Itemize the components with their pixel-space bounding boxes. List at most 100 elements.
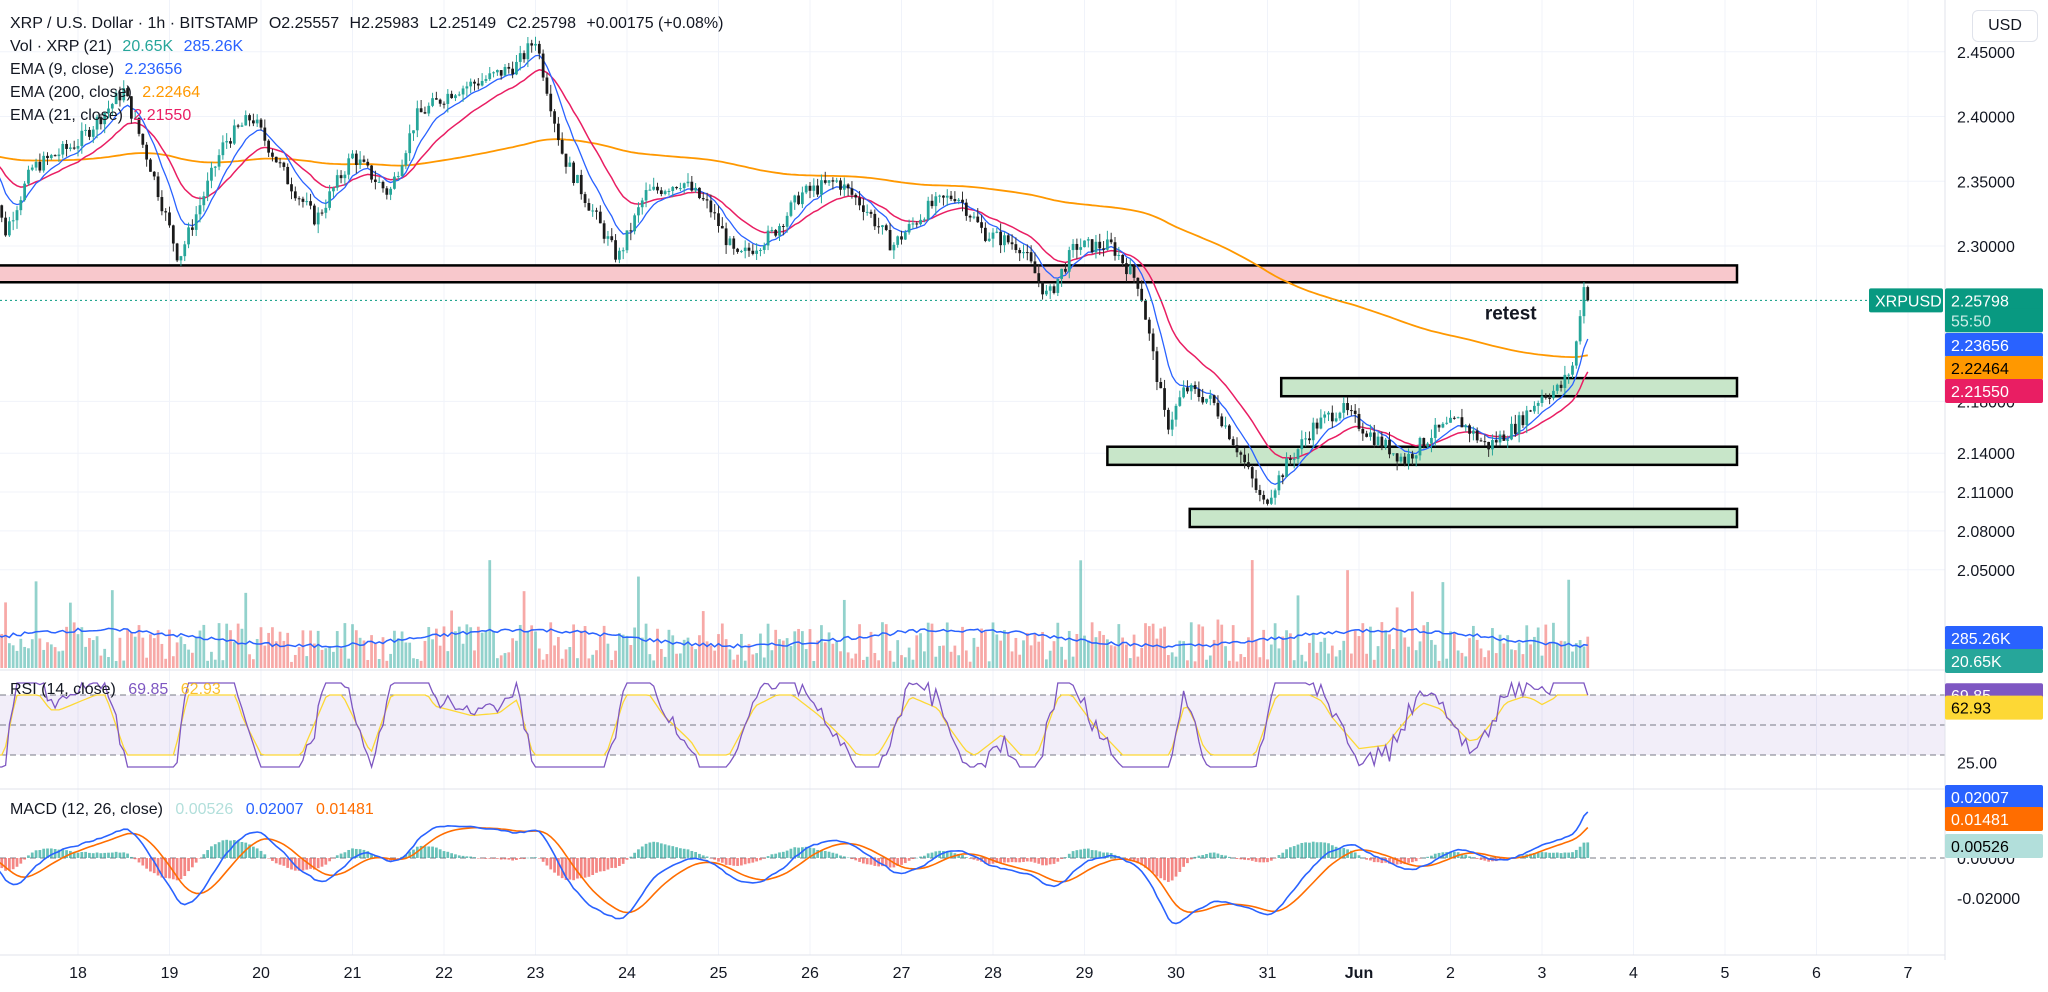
volume-bar [1319,641,1323,668]
candle-body [1407,453,1410,464]
macd-histogram-bar [930,852,934,858]
currency-button[interactable]: USD [1972,10,2038,42]
volume-bar [267,632,270,668]
candle-body [57,154,61,157]
volume-bar [297,647,301,668]
macd-legend[interactable]: MACD (12, 26, close) 0.00526 0.02007 0.0… [10,801,382,819]
price-zones[interactable] [0,264,1739,529]
rsi-ma-line [0,694,1588,756]
rsi-pane[interactable] [0,680,1945,770]
volume-bar [232,642,236,668]
candlesticks[interactable] [0,36,1590,506]
macd-histogram-bar [1411,858,1414,863]
macd-histogram-bar [1067,853,1071,858]
macd-histogram-bar [526,857,530,859]
candle-body [984,227,987,241]
volume-bar [1544,624,1548,668]
volume-bar [896,640,900,668]
candle-body [1487,441,1490,450]
candle-body [126,88,129,97]
volume-bar [1574,643,1578,668]
macd-histogram-bar [499,858,503,860]
ema21-legend[interactable]: EMA (21, close) 2.21550 [10,104,729,127]
macd-histogram-bar [76,852,80,858]
volume-bar [804,649,808,668]
candle-body [88,129,91,137]
macd-histogram-bar [915,857,919,859]
candle-body [1025,252,1029,254]
macd-histogram-bar [438,849,442,858]
candle-body [374,179,377,183]
candle-body [1151,333,1155,352]
macd-histogram-bar [797,847,800,858]
volume-bar [313,643,316,668]
volume-bar [442,626,446,668]
candle-body [995,231,999,233]
candle-body [1224,425,1227,427]
volume-bar [385,660,389,668]
volume-bar [1121,637,1124,668]
candle-body [648,189,652,191]
candle-body [465,86,469,89]
candle-body [484,79,488,81]
price-tick-label: 2.08000 [1957,524,2015,541]
rsi-legend[interactable]: RSI (14, close) 69.85 62.93 [10,681,229,699]
macd-histogram-bar [648,842,652,858]
volume-value: 20.65K [122,38,174,55]
volume-bar [1239,654,1243,668]
candle-body [316,212,320,225]
ema9-legend[interactable]: EMA (9, close) 2.23656 [10,58,729,81]
macd-histogram-bar [267,858,270,859]
candle-body [789,202,793,216]
macd-histogram-bar [240,842,244,858]
volume-bar [374,643,377,668]
macd-pane[interactable] [0,811,1945,925]
volume-bar [1491,628,1494,668]
candle-body [534,43,537,46]
time-tick-label: 25 [710,965,728,982]
symbol-title[interactable]: XRP / U.S. Dollar · 1h · BITSTAMP [10,15,259,32]
volume-bars [0,560,1590,668]
volume-bar [1506,635,1510,668]
macd-histogram-bar [1502,858,1506,860]
candle-body [522,53,526,60]
candle-body [198,205,202,215]
high-value: H2.25983 [349,15,419,32]
ema200-legend[interactable]: EMA (200, close) 2.22464 [10,81,729,104]
macd-histogram-bar [1018,858,1022,863]
candle-body [99,117,103,125]
symbol-header[interactable]: XRP / U.S. Dollar · 1h · BITSTAMP O2.255… [10,12,729,35]
volume-bar [1571,651,1574,668]
candle-body [488,73,492,80]
candle-body [271,152,274,157]
volume-bar [766,623,770,668]
volume-bar [903,657,907,668]
macd-histogram-bar [469,856,473,858]
macd-label: MACD (12, 26, close) [10,801,163,818]
volume-bar [877,660,880,668]
volume-bar [541,659,545,668]
volume-bar [1018,654,1022,668]
candle-body [347,158,351,175]
volume-legend[interactable]: Vol · XRP (21) 20.65K 285.26K [10,35,729,58]
volume-bar [69,602,72,668]
volume-bar [858,624,861,668]
volume-bar [1353,630,1357,668]
macd-histogram-bar [343,852,347,858]
candle-body [354,153,358,165]
macd-histogram-bar [366,851,370,858]
candle-body [1426,443,1429,447]
macd-histogram-bar [1353,852,1357,858]
macd-histogram-bar [313,858,316,870]
volume-bar [583,626,587,668]
volume-bar [1228,660,1231,668]
volume-bar [1067,630,1071,668]
volume-bar [640,637,644,668]
candle-body [1243,454,1246,463]
macd-histogram-bar [522,858,526,860]
macd-histogram-bar [1533,853,1536,858]
macd-histogram-bar [1308,842,1311,858]
volume-bar [149,634,152,668]
